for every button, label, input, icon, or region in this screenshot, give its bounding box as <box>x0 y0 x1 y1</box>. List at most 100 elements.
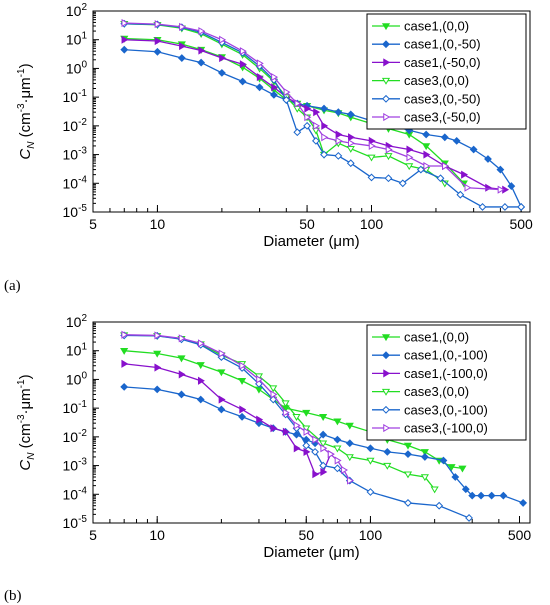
series-point <box>177 54 186 62</box>
series-point <box>283 88 291 97</box>
series-point <box>313 108 321 117</box>
legend-b: case1,(0,0) case1,(0,-100) case1,(-100,0) c… <box>366 324 527 441</box>
y-tick-label: 10-5 <box>63 514 88 531</box>
series-point <box>422 143 431 151</box>
series-point <box>303 447 311 456</box>
series-point <box>346 159 355 168</box>
series-point <box>303 427 311 436</box>
series-point <box>469 145 478 154</box>
series-point <box>345 439 354 448</box>
series-point <box>219 53 227 63</box>
series-point <box>447 464 456 472</box>
legend-entry: case3,(-50,0) <box>404 110 481 125</box>
legend-entry: case3,(0,-50) <box>404 91 481 106</box>
series-point <box>406 153 414 162</box>
series-point <box>302 441 311 450</box>
y-tick-label: 100 <box>66 59 88 76</box>
series-point <box>270 424 278 433</box>
series-point <box>321 133 329 142</box>
series-point <box>196 362 205 370</box>
legend-entry: case1,(-50,0) <box>404 55 481 70</box>
legend-swatch-marker <box>382 351 390 360</box>
series-point <box>256 375 264 384</box>
series-point <box>327 450 335 459</box>
legend-swatch-marker <box>383 369 391 378</box>
y-tick-label: 10-3 <box>63 146 88 163</box>
series-point <box>312 136 320 145</box>
series-point <box>270 90 278 99</box>
series-point <box>312 435 320 444</box>
series-point <box>293 128 302 137</box>
series-point <box>303 121 311 130</box>
x-tick-label: 50 <box>298 527 314 543</box>
series-point <box>238 412 246 421</box>
series-point <box>519 499 528 507</box>
series-point <box>440 133 449 142</box>
x-tick-label: 500 <box>508 527 532 543</box>
series-line <box>124 22 501 191</box>
series-point <box>320 467 328 477</box>
series-point <box>197 58 206 67</box>
series-point <box>154 363 162 372</box>
series-point <box>383 447 392 456</box>
series-point <box>154 36 162 46</box>
legend-entry: case1,(0,-50) <box>404 37 481 52</box>
y-tick-label: 101 <box>66 31 88 48</box>
series-line <box>124 23 522 208</box>
series-point <box>507 182 516 190</box>
series-point <box>153 385 162 394</box>
series-point <box>430 486 439 494</box>
legend-entry: case1,(0,-100) <box>404 348 488 363</box>
y-tick-label: 10-4 <box>63 174 88 191</box>
series-point <box>319 461 328 470</box>
series-point <box>121 330 129 339</box>
series-point <box>366 488 375 496</box>
series-point <box>197 376 205 385</box>
series-point <box>294 99 302 108</box>
series-point <box>302 409 311 417</box>
series-point <box>239 60 247 69</box>
series-point <box>269 385 278 393</box>
legend-swatch-marker <box>382 405 390 414</box>
series-point <box>385 145 393 154</box>
series-point <box>293 105 302 113</box>
series-point <box>464 183 472 192</box>
series-point <box>218 349 226 358</box>
series-point <box>334 151 343 160</box>
series-point <box>404 450 412 459</box>
y-tick-label: 10-4 <box>63 485 88 502</box>
series-point <box>304 113 312 122</box>
series-point <box>496 165 505 174</box>
series-point <box>452 136 461 145</box>
y-tick-label: 10-1 <box>63 88 88 105</box>
series-point <box>465 514 473 522</box>
series-point <box>177 390 186 399</box>
series-point <box>198 26 206 36</box>
series-point <box>487 491 496 500</box>
series-point <box>468 491 477 500</box>
series-point <box>334 108 343 117</box>
series-point <box>405 163 414 171</box>
series-point <box>420 474 429 482</box>
series-point <box>517 203 526 211</box>
series-point <box>178 334 186 343</box>
series-point <box>217 68 226 77</box>
series-point <box>484 155 492 163</box>
series-b-0 <box>120 347 467 473</box>
y-tick-label: 101 <box>66 342 88 359</box>
legend-a: case1,(0,0) case1,(0,-50) case1,(-50,0) cas… <box>366 13 527 130</box>
series-point <box>320 104 328 113</box>
series-point <box>238 77 247 86</box>
x-tick-label: 10 <box>150 216 166 232</box>
series-point <box>458 465 467 473</box>
series-point <box>120 45 129 54</box>
plot-frame-b <box>92 321 531 524</box>
legend-swatch-marker <box>383 58 391 67</box>
series-point <box>178 370 186 379</box>
x-axis-title: Diameter (μm) <box>263 544 359 561</box>
series-point <box>420 449 429 457</box>
series-point <box>333 445 342 453</box>
series-point <box>320 444 328 453</box>
series-point <box>319 414 328 421</box>
series-point <box>348 139 355 148</box>
